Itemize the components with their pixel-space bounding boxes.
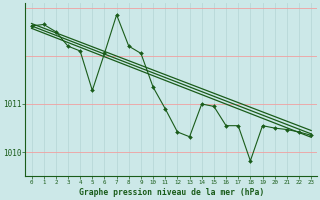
X-axis label: Graphe pression niveau de la mer (hPa): Graphe pression niveau de la mer (hPa) xyxy=(79,188,264,197)
